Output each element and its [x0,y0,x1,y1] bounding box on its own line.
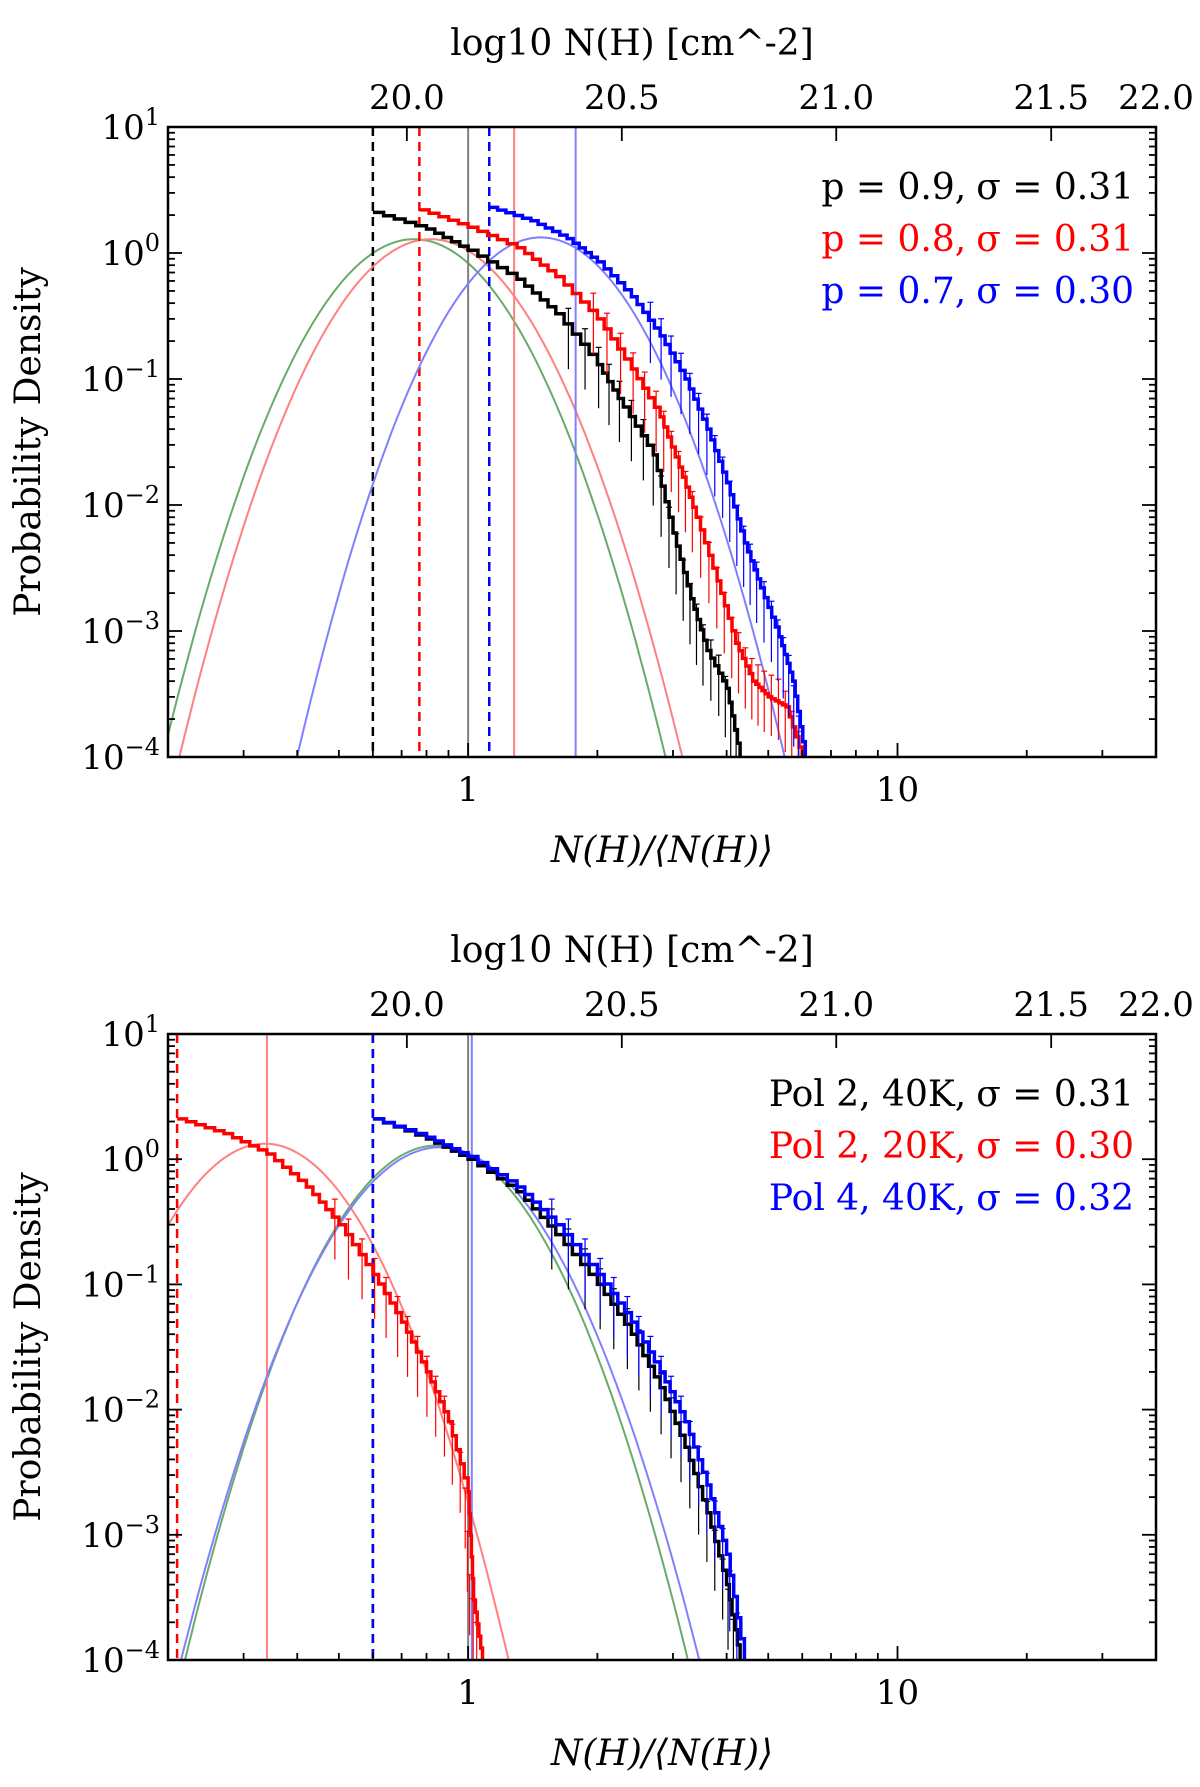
legend-entry-2: p = 0.7, σ = 0.30 [821,271,1134,312]
lognormal-fit-2 [179,1146,701,1660]
y-tick-label: 10−3 [81,607,160,652]
lognormal-fit-1 [168,1142,510,1660]
axes-frame [166,125,1158,759]
histogram-2 [372,1117,747,1660]
y-tick-label: 100 [101,1135,160,1180]
y-tick-label: 10−2 [81,481,160,526]
legend-entry-0: p = 0.9, σ = 0.31 [821,167,1134,208]
lognormal-fit-0 [168,238,667,757]
x2-axis-label: log10 N(H) [cm^-2] [450,930,814,971]
x2-tick-label: 21.5 [1013,78,1089,118]
y-tick-label: 10−4 [81,1636,160,1681]
y-axis-label: Probability Density [8,267,49,617]
y-tick-label: 101 [101,103,160,148]
plot-area [168,127,808,757]
legend-entry-0: Pol 2, 40K, σ = 0.31 [769,1074,1134,1115]
y-tick-label: 10−4 [81,733,160,778]
x2-axis-label: log10 N(H) [cm^-2] [450,23,814,64]
y-tick-label: 10−1 [81,1260,160,1305]
x-tick-label: 10 [876,770,919,810]
lognormal-fit-0 [183,1144,689,1660]
x2-tick-label: 22.0 [1118,985,1194,1025]
y-tick-label: 10−2 [81,1386,160,1431]
legend-entry-1: Pol 2, 20K, σ = 0.30 [769,1126,1134,1167]
x-tick-label: 10 [876,1673,919,1713]
legend-entry-1: p = 0.8, σ = 0.31 [821,219,1134,260]
y-tick-label: 10−3 [81,1511,160,1556]
x2-tick-label: 21.0 [798,985,874,1025]
y-tick-label: 100 [101,229,160,274]
x-tick-label: 1 [457,1673,479,1713]
x-axis-label: N(H)/⟨N(H)⟩ [550,830,773,871]
lognormal-fit-1 [178,238,684,757]
y-axis-label: Probability Density [8,1172,49,1522]
x2-tick-label: 20.5 [584,78,660,118]
x2-tick-label: 20.5 [584,985,660,1025]
x-axis-label: N(H)/⟨N(H)⟩ [550,1733,773,1774]
x2-tick-label: 21.0 [798,78,874,118]
y-tick-label: 10−1 [81,355,160,400]
bottom-panel: 1 10 10−4 10−3 10−2 10−1 100 101 20.0 20.5 21.0 21.… [8,930,1194,1774]
histogram-0 [372,1117,742,1660]
axes-frame [166,1032,1158,1662]
x2-tick-label: 20.0 [369,985,445,1025]
x2-tick-label: 20.0 [369,78,445,118]
histogram-1 [177,1117,485,1660]
x2-tick-label: 22.0 [1118,78,1194,118]
histogram-0 [372,210,742,757]
y-tick-label: 101 [101,1010,160,1055]
lognormal-fit-2 [295,236,786,757]
x-tick-label: 1 [457,770,479,810]
x2-tick-label: 21.5 [1013,985,1089,1025]
legend-entry-2: Pol 4, 40K, σ = 0.32 [769,1178,1134,1219]
plot-area [168,1034,747,1660]
top-panel: 1 10 10−4 10−3 10−2 10−1 100 101 20.0 20.5 21.0 21.… [8,23,1194,871]
